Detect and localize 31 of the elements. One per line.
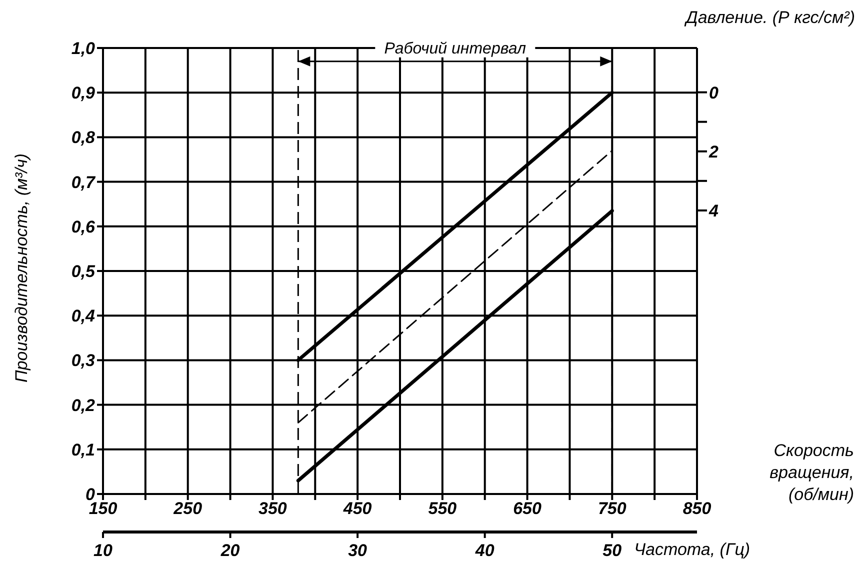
annotation: Рабочий интервал (384, 40, 526, 58)
y2-tick-label: 4 (708, 201, 719, 220)
y-tick-label: 0,8 (71, 128, 96, 148)
y-tick-label: 0,7 (71, 172, 97, 192)
y-tick-label: 0,2 (71, 396, 96, 415)
y-axis-title: Производительность, (м³/ч) (12, 154, 31, 382)
x2-tick-label: 30 (348, 541, 368, 560)
x-tick-label: 550 (428, 499, 458, 518)
x-tick-label: 750 (598, 499, 627, 518)
x2-tick-label: 20 (220, 541, 240, 560)
x-tick-label: 650 (513, 499, 542, 518)
y-tick-label: 0,9 (71, 84, 96, 103)
y-tick-label: 0,4 (71, 306, 96, 326)
x2-tick-label: 40 (474, 541, 495, 560)
y-tick-label: 0,5 (71, 262, 96, 282)
x2-axis-title: Частота, (Гц) (634, 540, 750, 559)
x-tick-label: 350 (258, 499, 288, 518)
x2-tick-label: 10 (94, 541, 113, 560)
y2-axis-title: Давление. (Р кгс/см²) (686, 8, 855, 27)
x2-tick-label: 50 (602, 541, 622, 560)
x-tick-label: 150 (88, 499, 118, 518)
y-tick-label: 1,0 (71, 39, 96, 58)
y2-tick-label: 0 (709, 83, 719, 102)
x-tick-label: 450 (342, 499, 372, 518)
x-tick-label: 850 (682, 499, 712, 518)
y-tick-label: 0,6 (71, 217, 96, 236)
x-tick-label: 250 (172, 499, 203, 518)
y-tick-label: 0,3 (71, 351, 96, 370)
x-axis-title: Скорость вращения, (об/мин) (770, 441, 854, 504)
y2-tick-label: 2 (708, 142, 719, 162)
y-tick-label: 0,1 (71, 440, 95, 460)
